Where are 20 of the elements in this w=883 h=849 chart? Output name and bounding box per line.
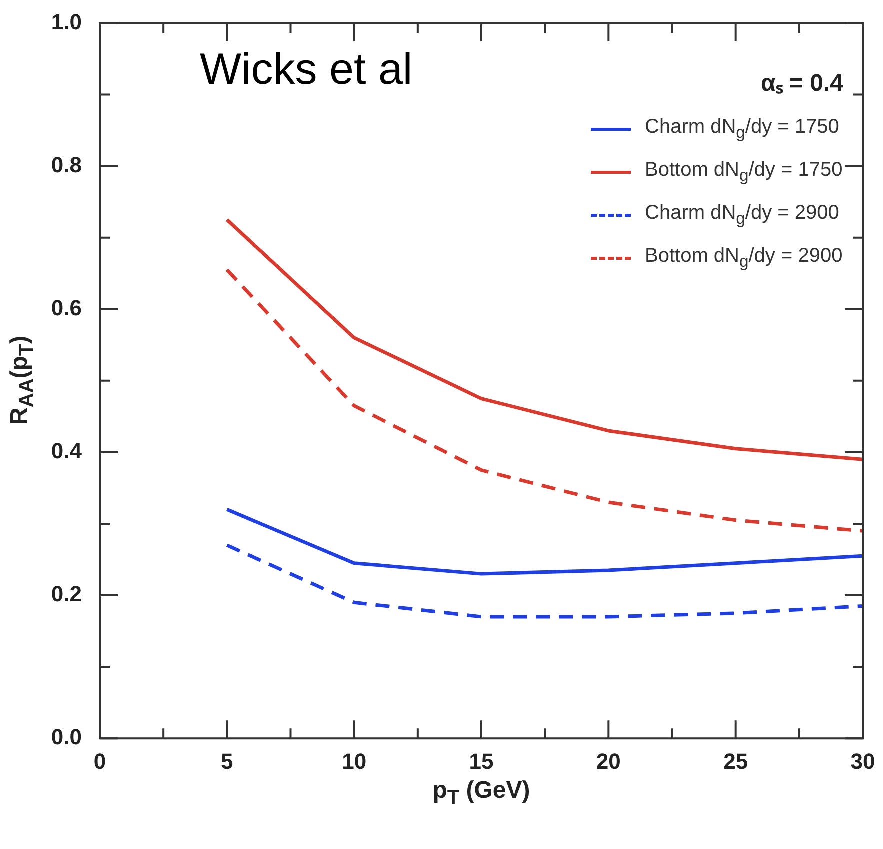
y-tick-label: 1.0	[51, 9, 82, 34]
x-tick-label: 5	[221, 748, 234, 774]
x-tick-label: 15	[469, 748, 494, 774]
legend-label: Charm dN$_{g}$/dy = 2900	[645, 202, 840, 230]
x-tick-label: 10	[342, 748, 367, 774]
y-tick-label: 0.6	[51, 295, 82, 320]
x-tick-label: 25	[724, 748, 748, 774]
y-tick-label: 0.4	[51, 438, 83, 464]
annotation: αₛ = 0.4	[761, 69, 844, 98]
y-tick-label: 0.0	[51, 724, 82, 750]
x-tick-label: 20	[596, 748, 621, 774]
annotation: Wicks et al	[200, 45, 413, 96]
y-tick-label: 0.8	[51, 152, 82, 178]
legend-label: Bottom dN$_{g}$/dy = 2900	[645, 245, 843, 272]
x-axis-title: p$_{T}$ (GeV)	[432, 776, 532, 810]
legend-label: Charm dN$_{g}$/dy = 1750	[645, 116, 840, 144]
legend-label: Bottom dN$_{g}$/dy = 1750	[645, 159, 843, 186]
x-tick-label: 0	[94, 748, 106, 774]
y-tick-label: 0.2	[51, 582, 82, 607]
x-tick-label: 30	[850, 748, 876, 774]
